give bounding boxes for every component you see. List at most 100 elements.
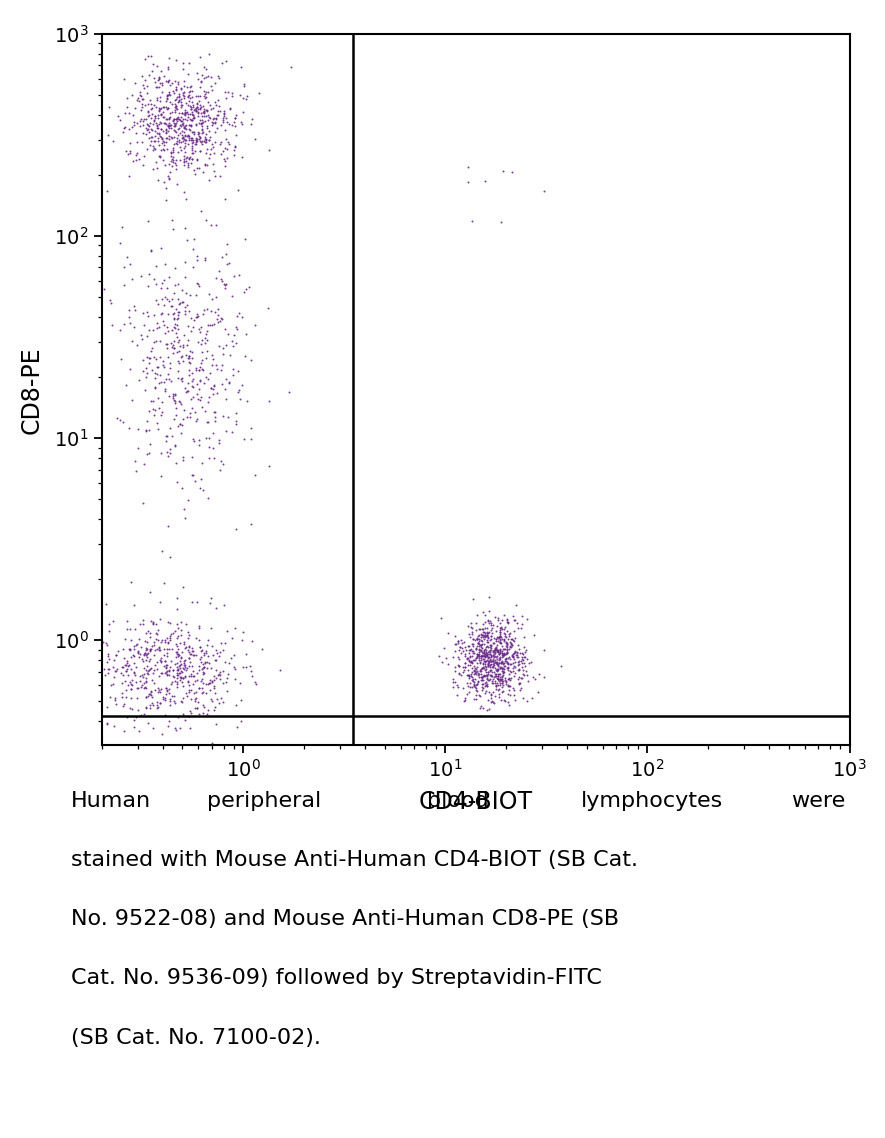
Point bbox=[171, 645, 185, 663]
Point bbox=[153, 651, 167, 669]
Point bbox=[167, 339, 181, 357]
Point bbox=[189, 663, 204, 682]
Point bbox=[237, 76, 251, 94]
Point bbox=[202, 701, 216, 719]
Point bbox=[127, 596, 141, 615]
Point bbox=[185, 105, 199, 123]
Point bbox=[165, 74, 179, 92]
Point bbox=[203, 145, 217, 163]
Point bbox=[492, 644, 506, 662]
Point bbox=[506, 648, 520, 666]
Point bbox=[193, 48, 207, 66]
Point bbox=[147, 646, 161, 665]
Point bbox=[141, 96, 155, 114]
Point bbox=[214, 690, 228, 708]
Point bbox=[508, 642, 522, 660]
Point bbox=[519, 662, 534, 681]
Point bbox=[495, 669, 509, 687]
Point bbox=[161, 322, 175, 340]
Point bbox=[209, 215, 223, 233]
Point bbox=[163, 547, 177, 566]
Point bbox=[480, 646, 494, 665]
Point bbox=[120, 708, 135, 726]
Point bbox=[180, 104, 194, 122]
Point bbox=[461, 617, 475, 635]
Point bbox=[219, 234, 234, 253]
Point bbox=[139, 661, 153, 679]
Point bbox=[152, 77, 166, 96]
Point bbox=[232, 381, 246, 399]
Point bbox=[116, 123, 130, 141]
Point bbox=[174, 112, 189, 130]
Point bbox=[124, 632, 138, 650]
Point bbox=[477, 651, 491, 669]
Point bbox=[164, 151, 178, 170]
Point bbox=[179, 119, 193, 138]
Point bbox=[147, 347, 161, 365]
Point bbox=[196, 663, 210, 682]
Point bbox=[496, 644, 511, 662]
Point bbox=[497, 662, 512, 681]
Point bbox=[218, 157, 232, 175]
Point bbox=[482, 643, 496, 661]
Point bbox=[119, 376, 134, 394]
Point bbox=[168, 314, 182, 332]
Point bbox=[495, 644, 509, 662]
Point bbox=[239, 658, 253, 676]
Point bbox=[146, 615, 160, 633]
Point bbox=[474, 626, 489, 644]
Point bbox=[158, 663, 173, 682]
Point bbox=[442, 654, 456, 673]
Point bbox=[185, 150, 199, 168]
Point bbox=[196, 674, 210, 692]
Point bbox=[186, 661, 200, 679]
Point bbox=[184, 110, 198, 129]
Point bbox=[151, 679, 165, 698]
Point bbox=[489, 630, 503, 649]
Point bbox=[216, 338, 230, 356]
Point bbox=[173, 124, 188, 142]
Point bbox=[205, 114, 219, 132]
Point bbox=[202, 429, 216, 447]
Point bbox=[212, 313, 226, 331]
Point bbox=[150, 620, 165, 638]
Point bbox=[185, 372, 199, 390]
Point bbox=[495, 660, 509, 678]
Point bbox=[469, 665, 483, 683]
Point bbox=[115, 674, 129, 692]
Point bbox=[473, 630, 487, 649]
Point bbox=[481, 652, 496, 670]
Point bbox=[497, 640, 512, 658]
Point bbox=[123, 619, 137, 637]
Point bbox=[226, 423, 240, 442]
Point bbox=[181, 91, 196, 109]
Point bbox=[481, 662, 496, 681]
Point bbox=[146, 695, 160, 714]
Point bbox=[119, 620, 134, 638]
Point bbox=[433, 648, 447, 666]
Point bbox=[150, 625, 164, 643]
Point bbox=[133, 644, 147, 662]
Point bbox=[181, 373, 195, 391]
Point bbox=[461, 657, 475, 675]
Point bbox=[466, 637, 480, 655]
Point bbox=[461, 666, 475, 684]
Point bbox=[168, 117, 182, 135]
Point bbox=[478, 652, 492, 670]
Point bbox=[519, 658, 533, 676]
Point bbox=[462, 668, 476, 686]
Point bbox=[211, 106, 225, 124]
Point bbox=[469, 640, 483, 658]
Point bbox=[189, 287, 204, 305]
Point bbox=[474, 645, 489, 663]
Point bbox=[500, 612, 514, 630]
Point bbox=[131, 723, 145, 741]
Point bbox=[451, 633, 466, 651]
Point bbox=[495, 683, 509, 701]
Point bbox=[186, 96, 200, 114]
Point bbox=[121, 105, 135, 123]
Point bbox=[484, 688, 498, 707]
Point bbox=[188, 142, 202, 160]
Point bbox=[458, 658, 473, 676]
Point bbox=[168, 100, 182, 118]
